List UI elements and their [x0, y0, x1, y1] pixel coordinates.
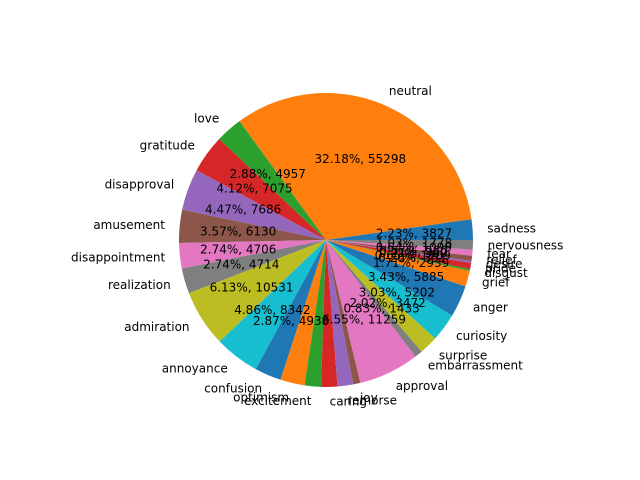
- slice-label-desire: desire: [486, 257, 523, 271]
- slice-pct-label-amusement: 3.57%, 6130: [200, 225, 276, 239]
- slice-label-confusion: confusion: [204, 382, 262, 396]
- pie-slice-sadness: [326, 219, 473, 240]
- slice-pct-label-fear: 0.64%, 1099: [376, 241, 452, 255]
- pie-slice-joy: [326, 240, 361, 385]
- slice-pct-label-surprise: 2.02%, 3472: [349, 296, 425, 310]
- slice-pct-label-admiration: 6.13%, 10531: [210, 280, 294, 294]
- pie-slice-neutral: [239, 92, 472, 240]
- slice-label-embarrassment: embarrassment: [428, 359, 523, 373]
- pie-slice-amusement: [179, 209, 326, 243]
- slice-pct-label-relief: 0.57%, 980: [379, 244, 448, 258]
- pie-slice-disappointment: [179, 240, 326, 269]
- slice-pct-label-embarrassment: 0.83%, 1433: [343, 301, 419, 315]
- slice-pct-label-disappointment: 2.74%, 4706: [200, 242, 276, 256]
- pie-slice-nervousness: [326, 240, 473, 250]
- pie-slice-gratitude: [196, 139, 326, 240]
- slice-label-approval: approval: [396, 379, 448, 393]
- slice-pct-label-nervousness: 1.03%, 1778: [376, 236, 452, 250]
- pie-slice-fear: [326, 240, 473, 256]
- pie-slice-curiosity: [326, 240, 453, 339]
- pie-slices: [179, 92, 473, 388]
- slice-label-relief: relief: [486, 253, 517, 267]
- pie-slice-realization: [181, 240, 326, 294]
- slice-pct-label-annoyance: 4.86%, 8342: [234, 303, 310, 317]
- slice-label-caring: caring: [330, 395, 367, 409]
- slice-pct-label-anger: 3.43%, 5885: [368, 270, 444, 284]
- slice-label-disgust: disgust: [484, 266, 528, 280]
- pie-slice-optimism: [280, 240, 326, 386]
- pie-slice-desire: [326, 240, 472, 263]
- slice-label-admiration: admiration: [124, 320, 189, 334]
- slice-pct-label-grief: 1.71%, 2939: [373, 256, 449, 270]
- pie-slice-grief: [326, 240, 470, 287]
- pie-slice-annoyance: [219, 240, 326, 370]
- pie-slice-relief: [326, 240, 473, 262]
- slice-pct-label-desire: 0.21%, 360: [379, 246, 448, 260]
- slice-pct-label-gratitude: 4.12%, 7075: [216, 181, 292, 195]
- slice-pct-label-confusion: 2.87%, 4938: [253, 314, 329, 328]
- pie-slice-disapproval: [182, 170, 326, 240]
- slice-pct-label-love: 2.88%, 4957: [230, 167, 306, 181]
- slice-label-fear: fear: [487, 247, 511, 261]
- slice-label-sadness: sadness: [487, 222, 536, 236]
- pie-slice-remorse: [326, 240, 354, 387]
- slice-label-nervousness: nervousness: [488, 238, 564, 252]
- pie-slice-embarrassment: [326, 240, 422, 357]
- pie-slice-admiration: [188, 240, 326, 342]
- pie-slice-approval: [326, 240, 416, 383]
- slice-label-annoyance: annoyance: [162, 361, 228, 375]
- slice-label-realization: realization: [108, 278, 171, 292]
- slice-label-disapproval: disapproval: [105, 177, 175, 191]
- slice-pct-label-realization: 2.74%, 4714: [203, 258, 279, 272]
- slice-label-remorse: remorse: [347, 393, 397, 407]
- pie-slice-caring: [321, 240, 338, 388]
- slice-label-neutral: neutral: [389, 84, 432, 98]
- slice-pct-label-disgust: 0.20%, 351: [378, 251, 447, 265]
- slice-pct-label-pride: 0.65%, 1109: [375, 249, 451, 263]
- pie-slice-excitement: [304, 240, 326, 387]
- category-labels: sadness neutral love gratitude disapproval am…: [71, 84, 563, 409]
- pie-slice-confusion: [255, 240, 326, 380]
- pie-slice-anger: [326, 240, 466, 316]
- pie-slice-pride: [326, 240, 472, 269]
- slice-label-grief: grief: [482, 275, 510, 289]
- slice-pct-label-approval: 6.55%, 11259: [322, 313, 406, 327]
- slice-pct-label-sadness: 2.23%, 3827: [376, 227, 452, 241]
- pie-slice-love: [219, 121, 326, 240]
- slice-pct-label-curiosity: 3.03%, 5202: [359, 285, 435, 299]
- slice-label-anger: anger: [473, 300, 508, 314]
- slice-label-optimism: optimism: [233, 390, 289, 404]
- slice-pct-label-neutral: 32.18%, 55298: [315, 152, 407, 166]
- slice-label-excitement: excitement: [244, 394, 312, 408]
- pie-slice-disgust: [326, 240, 471, 271]
- slice-label-surprise: surprise: [439, 349, 487, 363]
- slice-label-pride: pride: [485, 262, 516, 276]
- slice-label-curiosity: curiosity: [456, 329, 507, 343]
- pie-slice-surprise: [326, 240, 436, 352]
- slice-label-love: love: [194, 112, 219, 126]
- slice-label-disappointment: disappointment: [71, 250, 165, 264]
- slice-label-amusement: amusement: [93, 218, 165, 232]
- slice-label-gratitude: gratitude: [140, 138, 195, 152]
- percent-labels: 2.23%, 3827 32.18%, 55298 2.88%, 49574.12%…: [200, 152, 452, 328]
- slice-pct-label-disapproval: 4.47%, 7686: [205, 203, 281, 217]
- slice-label-joy: joy: [359, 391, 378, 405]
